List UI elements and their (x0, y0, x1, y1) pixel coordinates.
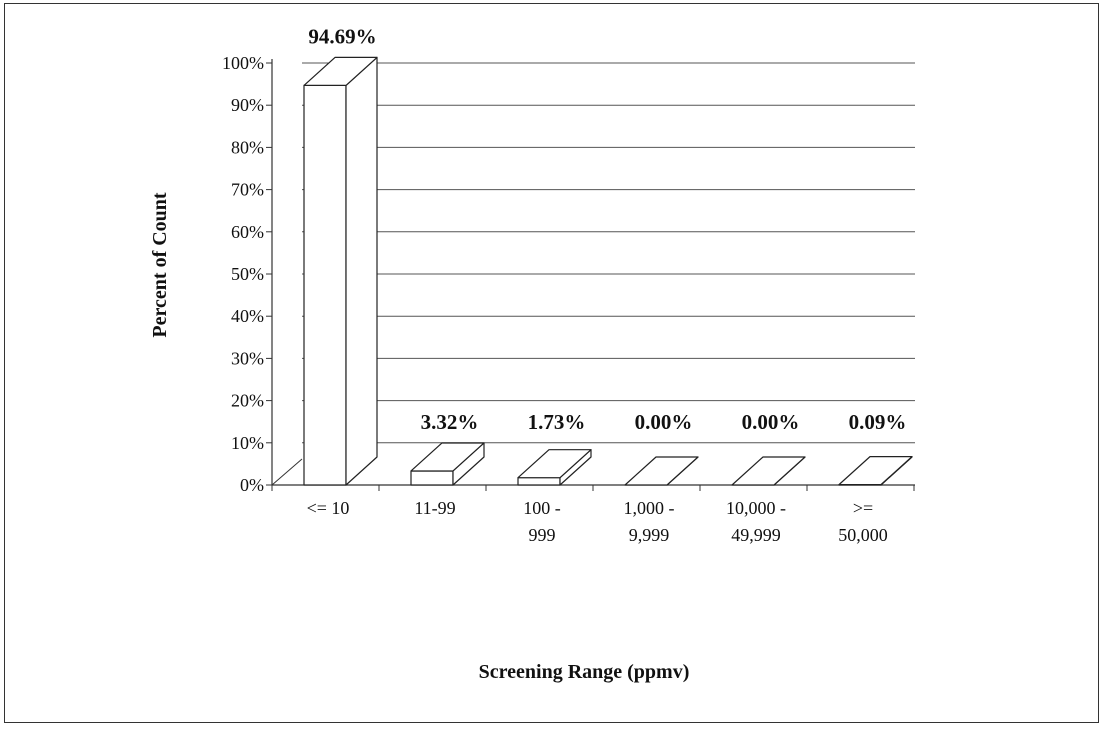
category-label: 11-99 (414, 498, 455, 518)
y-tick-label: 80% (231, 137, 264, 157)
category-label: 1,000 - (624, 498, 675, 518)
category-label: 50,000 (838, 525, 888, 545)
chart-frame (4, 3, 1099, 723)
bar-front-face (303, 84, 347, 486)
axes (266, 59, 915, 491)
data-label: 0.09% (849, 410, 907, 434)
y-tick-label: 40% (231, 306, 264, 326)
y-tick-label: 90% (231, 95, 264, 115)
category-label: 10,000 - (726, 498, 786, 518)
y-tick-label: 70% (231, 180, 264, 200)
bar-top-face (303, 56, 378, 87)
y-tick-label: 10% (231, 433, 264, 453)
bar-front-face (517, 477, 561, 486)
category-label: >= (853, 498, 873, 518)
bar-top-face (731, 456, 806, 486)
category-label: <= 10 (307, 498, 350, 518)
category-label: 100 - (523, 498, 561, 518)
bar-front-face (410, 470, 454, 486)
data-label: 94.69% (308, 24, 376, 48)
gridlines (302, 62, 915, 444)
bar-top-face (410, 442, 485, 472)
y-tick-label: 60% (231, 222, 264, 242)
bar-top-face (517, 449, 592, 479)
y-tick-label: 0% (240, 475, 264, 495)
data-label: 1.73% (528, 410, 586, 434)
y-tick-label: 20% (231, 391, 264, 411)
category-label: 49,999 (731, 525, 781, 545)
bar-side-face (345, 56, 378, 486)
bars (303, 56, 913, 486)
y-tick-label: 30% (231, 348, 264, 368)
data-label: 0.00% (635, 410, 693, 434)
floor-edge (271, 458, 303, 486)
bar-top-face (624, 456, 699, 486)
x-axis-title: Screening Range (ppmv) (479, 661, 690, 683)
data-label: 3.32% (421, 410, 479, 434)
bar (731, 456, 806, 486)
labels: 0% 10% 20% 30% 40% 50% 60% 70% 80% 90% 100% 94.69% <… (222, 24, 906, 545)
category-label: 999 (529, 525, 556, 545)
bar (517, 449, 592, 486)
bar (838, 456, 913, 486)
bar-top-face (838, 456, 913, 486)
y-axis-title: Percent of Count (149, 192, 171, 337)
data-label: 0.00% (742, 410, 800, 434)
y-tick-label: 50% (231, 264, 264, 284)
bar (410, 442, 485, 486)
category-label: 9,999 (629, 525, 670, 545)
bar (624, 456, 699, 486)
y-tick-label: 100% (222, 53, 264, 73)
bar (303, 56, 378, 486)
